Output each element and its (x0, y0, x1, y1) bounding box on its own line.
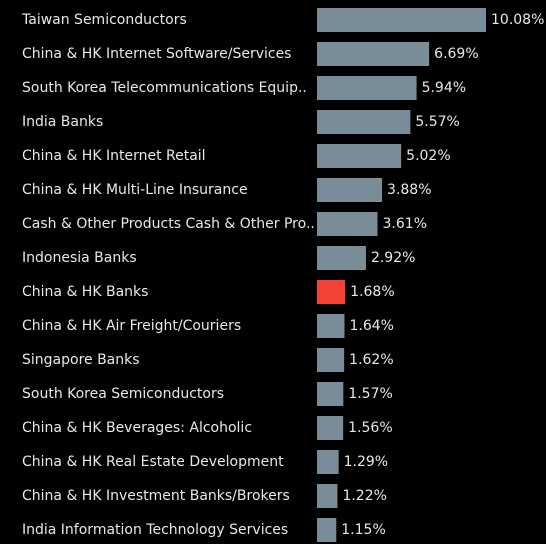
value-label: 3.88% (387, 182, 431, 198)
value-label: 1.22% (342, 488, 386, 504)
category-label: China & HK Internet Software/Services (22, 46, 291, 62)
bar (317, 110, 411, 134)
bar (317, 212, 378, 236)
category-label: China & HK Air Freight/Couriers (22, 318, 241, 334)
category-label: Indonesia Banks (22, 250, 137, 266)
value-label: 3.61% (383, 216, 427, 232)
bar (317, 178, 383, 202)
category-label: China & HK Banks (22, 284, 148, 300)
bar (317, 348, 345, 372)
category-label: India Banks (22, 114, 103, 130)
value-label: 6.69% (434, 46, 478, 62)
category-label: Cash & Other Products Cash & Other Pro.. (22, 216, 315, 232)
bar (317, 76, 417, 100)
bar (317, 42, 430, 66)
bar (317, 246, 366, 270)
value-label: 1.56% (348, 420, 392, 436)
value-label: 1.29% (344, 454, 388, 470)
bar (317, 382, 344, 406)
value-label: 2.92% (371, 250, 415, 266)
value-label: 5.94% (422, 80, 466, 96)
value-label: 10.08% (491, 12, 544, 28)
category-label: India Information Technology Services (22, 522, 288, 538)
bar (317, 280, 346, 304)
bar (317, 518, 337, 542)
category-label: China & HK Multi-Line Insurance (22, 182, 248, 198)
value-label: 1.64% (349, 318, 393, 334)
category-label: Singapore Banks (22, 352, 140, 368)
value-label: 5.57% (415, 114, 459, 130)
category-label: Taiwan Semiconductors (21, 12, 187, 28)
value-label: 1.57% (348, 386, 392, 402)
bar (317, 416, 344, 440)
category-label: China & HK Beverages: Alcoholic (22, 420, 252, 436)
category-label: China & HK Real Estate Development (22, 454, 284, 470)
bar (317, 144, 402, 168)
category-label: South Korea Semiconductors (22, 386, 224, 402)
category-label: China & HK Internet Retail (22, 148, 206, 164)
bar (317, 450, 339, 474)
bar (317, 8, 486, 32)
value-label: 1.15% (341, 522, 385, 538)
value-label: 5.02% (406, 148, 450, 164)
bar (317, 484, 338, 508)
bar (317, 314, 345, 338)
value-label: 1.62% (349, 352, 393, 368)
value-label: 1.68% (350, 284, 394, 300)
category-label: South Korea Telecommunications Equip.. (22, 80, 307, 96)
category-label: China & HK Investment Banks/Brokers (22, 488, 290, 504)
